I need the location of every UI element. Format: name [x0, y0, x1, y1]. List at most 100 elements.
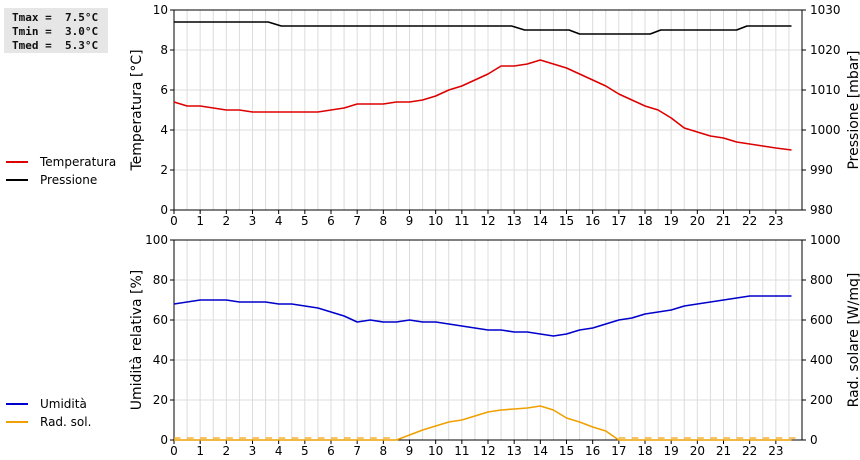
- x-tick-label: 5: [301, 444, 309, 458]
- series-line-rad-sol-: [174, 405, 792, 441]
- y2-tick-label: 1010: [810, 83, 841, 97]
- legend-item-umidita: Umidità: [6, 395, 91, 413]
- y-tick-label: 10: [153, 3, 168, 17]
- legend-swatch: [6, 421, 28, 423]
- tmed-text: Tmed = 5.3°C: [12, 39, 99, 52]
- y2-tick-label: 990: [810, 163, 833, 177]
- x-tick-label: 3: [249, 214, 257, 228]
- x-tick-label: 20: [690, 214, 705, 228]
- x-tick-label: 17: [611, 214, 626, 228]
- legend-label: Temperatura: [40, 155, 117, 169]
- x-tick-label: 14: [533, 214, 548, 228]
- y2-axis-label: Rad. solare [W/mq]: [846, 273, 860, 408]
- x-tick-label: 22: [742, 444, 757, 458]
- legend-label: Rad. sol.: [40, 415, 92, 429]
- x-tick-label: 12: [480, 214, 495, 228]
- stats-box: Tmax = 7.5°C Tmin = 3.0°C Tmed = 5.3°C: [4, 8, 108, 53]
- y2-tick-label: 0: [810, 433, 818, 447]
- x-tick-label: 15: [559, 444, 574, 458]
- x-tick-label: 9: [406, 214, 414, 228]
- legend-label: Umidità: [40, 397, 87, 411]
- y-tick-label: 20: [153, 393, 168, 407]
- y2-tick-label: 800: [810, 273, 833, 287]
- x-tick-label: 1: [196, 214, 204, 228]
- x-tick-label: 13: [507, 214, 522, 228]
- legend-item-radsol: Rad. sol.: [6, 413, 91, 431]
- x-tick-label: 12: [480, 444, 495, 458]
- x-tick-label: 20: [690, 444, 705, 458]
- x-tick-label: 14: [533, 444, 548, 458]
- series-line-umidit-: [173, 295, 792, 337]
- series-line-temperatura: [173, 59, 792, 151]
- y2-tick-label: 1000: [810, 123, 841, 137]
- legend-item-temperatura: Temperatura: [6, 153, 116, 171]
- x-tick-label: 10: [428, 444, 443, 458]
- y-tick-label: 100: [145, 233, 168, 247]
- x-tick-label: 4: [275, 214, 283, 228]
- y2-tick-label: 600: [810, 313, 833, 327]
- x-tick-label: 0: [170, 444, 178, 458]
- x-tick-label: 22: [742, 214, 757, 228]
- y2-tick-label: 1030: [810, 3, 841, 17]
- y-axis-label: Temperatura [°C]: [129, 49, 145, 171]
- tmin-text: Tmin = 3.0°C: [12, 25, 99, 38]
- x-tick-label: 8: [380, 214, 388, 228]
- y2-tick-label: 1020: [810, 43, 841, 57]
- y-tick-label: 0: [160, 203, 168, 217]
- y-tick-label: 6: [160, 83, 168, 97]
- x-tick-label: 18: [637, 444, 652, 458]
- x-tick-label: 19: [664, 444, 679, 458]
- x-tick-label: 13: [507, 444, 522, 458]
- y-tick-label: 40: [153, 353, 168, 367]
- chart-2: 0 1 2 3 4 5 6 7 8 9 10 11 12 13 14 15 16 17 18 19 20 21 22 2302…: [129, 233, 860, 458]
- x-tick-label: 16: [585, 444, 600, 458]
- y-axis-label: Umidità relativa [%]: [129, 270, 145, 411]
- x-tick-label: 6: [327, 214, 335, 228]
- tmax-text: Tmax = 7.5°C: [12, 11, 99, 24]
- y-tick-label: 0: [160, 433, 168, 447]
- y2-tick-label: 200: [810, 393, 833, 407]
- x-tick-label: 21: [716, 444, 731, 458]
- x-tick-label: 2: [223, 444, 231, 458]
- x-tick-label: 10: [428, 214, 443, 228]
- x-tick-label: 4: [275, 444, 283, 458]
- legend-item-pressione: Pressione: [6, 171, 116, 189]
- x-tick-label: 23: [768, 214, 783, 228]
- x-tick-label: 19: [664, 214, 679, 228]
- legend-top: Temperatura Pressione: [6, 153, 116, 189]
- y2-tick-label: 400: [810, 353, 833, 367]
- x-tick-label: 18: [637, 214, 652, 228]
- legend-swatch: [6, 161, 28, 163]
- legend-swatch: [6, 179, 28, 181]
- y-tick-label: 2: [160, 163, 168, 177]
- y2-tick-label: 1000: [810, 233, 841, 247]
- x-tick-label: 5: [301, 214, 309, 228]
- x-tick-label: 8: [380, 444, 388, 458]
- x-tick-label: 7: [353, 444, 361, 458]
- y-tick-label: 4: [160, 123, 168, 137]
- x-tick-label: 6: [327, 444, 335, 458]
- y-tick-label: 80: [153, 273, 168, 287]
- x-tick-label: 3: [249, 444, 257, 458]
- x-tick-label: 15: [559, 214, 574, 228]
- legend-bottom: Umidità Rad. sol.: [6, 395, 91, 431]
- series-line-pressione: [174, 21, 792, 35]
- y-tick-label: 8: [160, 43, 168, 57]
- y-tick-label: 60: [153, 313, 168, 327]
- legend-swatch: [6, 403, 28, 405]
- x-tick-label: 17: [611, 444, 626, 458]
- legend-label: Pressione: [40, 173, 98, 187]
- x-tick-label: 7: [353, 214, 361, 228]
- x-tick-label: 0: [170, 214, 178, 228]
- x-tick-label: 16: [585, 214, 600, 228]
- chart-1: 0 1 2 3 4 5 6 7 8 9 10 11 12 13 14 15 16 17 18 19 20 21 22 2302…: [129, 3, 860, 228]
- x-tick-label: 11: [454, 214, 469, 228]
- x-tick-label: 1: [196, 444, 204, 458]
- x-tick-label: 9: [406, 444, 414, 458]
- y2-tick-label: 980: [810, 203, 833, 217]
- y2-axis-label: Pressione [mbar]: [846, 50, 860, 169]
- x-tick-label: 11: [454, 444, 469, 458]
- x-tick-label: 21: [716, 214, 731, 228]
- x-tick-label: 2: [223, 214, 231, 228]
